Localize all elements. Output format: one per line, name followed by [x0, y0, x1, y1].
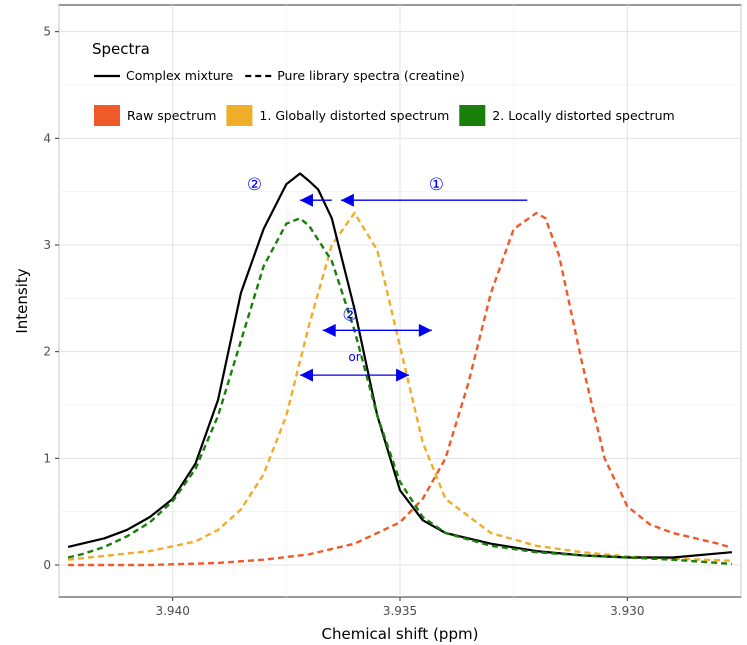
- annotation-label: or: [348, 350, 360, 364]
- legend-label: 2. Locally distorted spectrum: [492, 108, 674, 123]
- series-line-0: [67, 172, 732, 559]
- y-tick-label: 4: [43, 131, 51, 145]
- series-layer: [67, 172, 733, 567]
- legend-label: Raw spectrum: [127, 108, 216, 123]
- x-tick-label: 3.940: [155, 604, 189, 618]
- y-axis-title: Intensity: [13, 268, 31, 333]
- x-tick-label: 3.930: [610, 604, 644, 618]
- arrow-head: [418, 323, 432, 337]
- series-line-1: [68, 211, 733, 567]
- legend-colors: Raw spectrum 1. Globally distorted spectr…: [94, 105, 675, 126]
- legend: Spectra Complex mixture Pure library spec…: [92, 40, 675, 126]
- annotation-layer: ① ② ② or: [247, 175, 528, 382]
- arrow-head: [299, 368, 313, 382]
- axes-layer: 3.940 3.935 3.930 0 1 2 3 4 5: [43, 25, 644, 618]
- annotation-label: ①: [429, 175, 444, 195]
- arrow-head: [340, 193, 354, 207]
- annotation-label: ②: [342, 305, 357, 325]
- x-axis-title: Chemical shift (ppm): [322, 625, 479, 643]
- legend-label: 1. Globally distorted spectrum: [259, 108, 449, 123]
- legend-swatch: [226, 105, 253, 126]
- legend-label: Pure library spectra (creatine): [277, 68, 464, 83]
- arrow-head: [396, 368, 410, 382]
- y-tick-label: 2: [43, 345, 51, 359]
- series-line-3: [67, 217, 732, 566]
- legend-label: Complex mixture: [126, 68, 234, 83]
- y-tick-label: 0: [43, 558, 51, 572]
- y-tick-label: 1: [43, 451, 51, 465]
- legend-swatch: [459, 105, 486, 126]
- legend-swatch: [94, 105, 120, 126]
- arrow-head: [299, 193, 313, 207]
- y-tick-label: 5: [43, 25, 51, 39]
- legend-linetypes: Complex mixture Pure library spectra (cre…: [94, 68, 465, 83]
- arrow-head: [322, 323, 336, 337]
- legend-title: Spectra: [92, 40, 150, 58]
- x-tick-label: 3.935: [383, 604, 417, 618]
- annotation-label: ②: [247, 175, 262, 195]
- y-tick-label: 3: [43, 238, 51, 252]
